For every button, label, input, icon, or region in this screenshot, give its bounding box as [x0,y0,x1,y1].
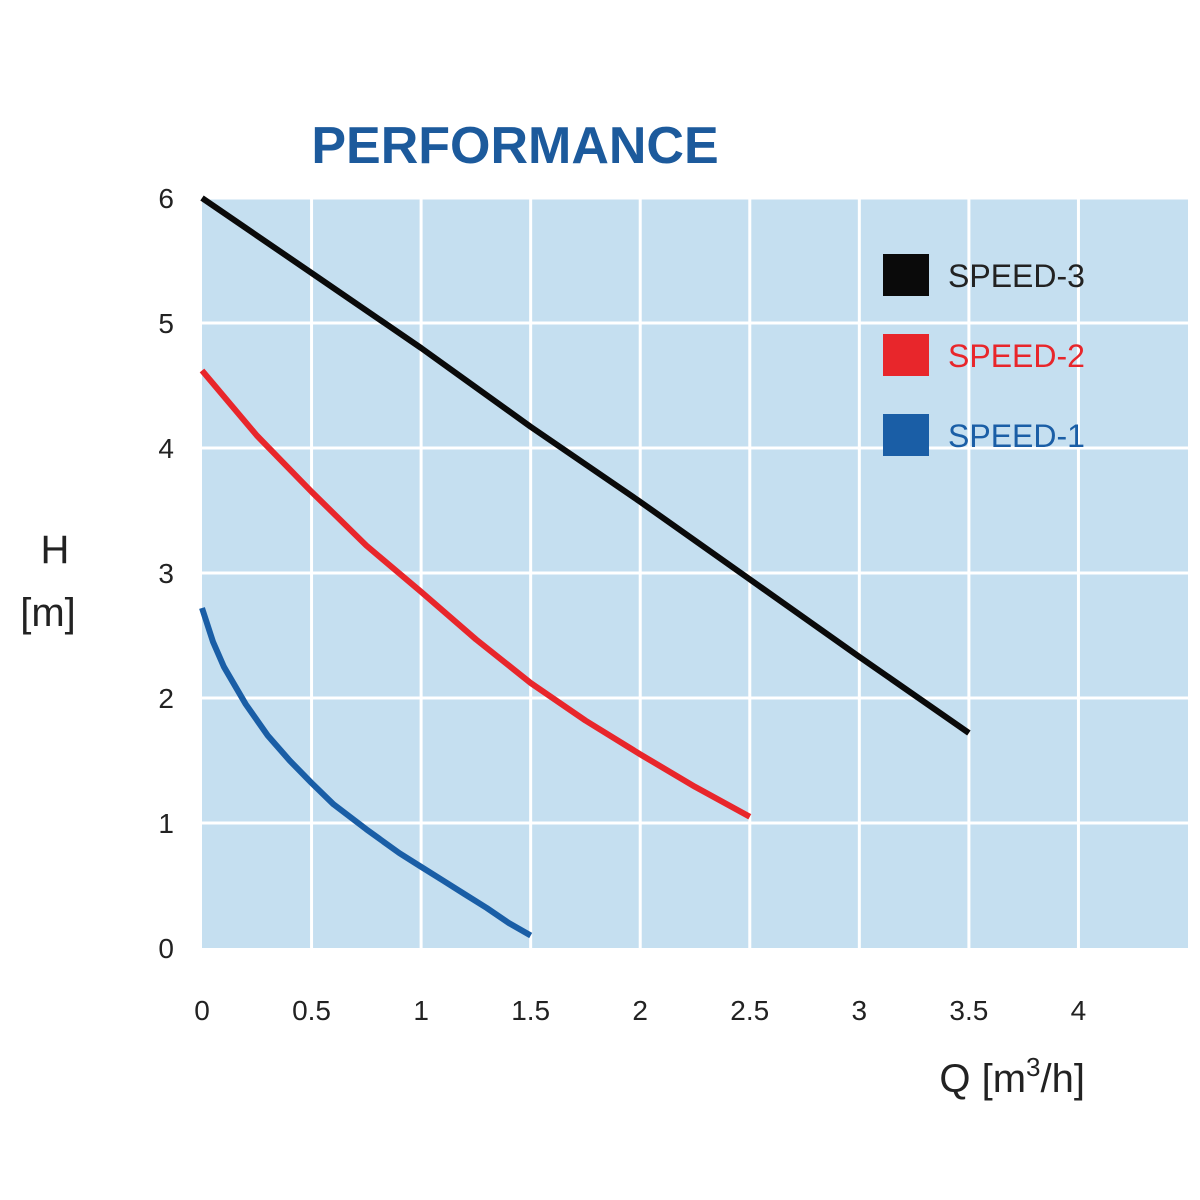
y-tick-label: 5 [158,308,174,339]
legend-swatch-speed-3 [883,254,929,296]
x-tick-label: 3 [852,995,868,1026]
x-tick-label: 1 [413,995,429,1026]
x-tick-label: 0.5 [292,995,331,1026]
x-tick-label: 2 [632,995,648,1026]
series-line-speed-2 [199,368,752,820]
x-axis-label-main: Q [m [939,1057,1026,1101]
legend-label-speed-3: SPEED-3 [948,258,1085,294]
y-tick-label: 6 [158,183,174,214]
x-tick-label: 1.5 [511,995,550,1026]
y-tick-label: 4 [158,433,174,464]
x-axis-label-end: /h] [1041,1057,1085,1101]
series-line-speed-1 [199,607,533,939]
y-tick-label: 1 [158,808,174,839]
legend-label-speed-1: SPEED-1 [948,418,1085,454]
x-axis-label: Q [m3/h] [939,1052,1085,1101]
y-tick-label: 0 [158,933,174,964]
y-axis-label-line1: H [41,528,70,572]
legend: SPEED-3 SPEED-2 SPEED-1 [883,254,1085,456]
series-line-speed-3 [200,195,971,736]
legend-swatch-speed-1 [883,414,929,456]
x-tick-label: 4 [1071,995,1087,1026]
y-tick-label: 3 [158,558,174,589]
x-tick-label: 3.5 [949,995,988,1026]
y-axis-label-line2: [m] [20,591,76,635]
grid [202,196,1188,948]
legend-label-speed-2: SPEED-2 [948,338,1085,374]
x-tick-label: 0 [194,995,210,1026]
y-tick-labels: 0 1 2 3 4 5 6 [158,183,174,964]
x-tick-label: 2.5 [730,995,769,1026]
x-tick-labels: 0 0.5 1 1.5 2 2.5 3 3.5 4 [194,995,1086,1026]
chart-title: PERFORMANCE [311,117,718,175]
x-axis-label-superscript: 3 [1026,1052,1040,1082]
y-tick-label: 2 [158,683,174,714]
legend-swatch-speed-2 [883,334,929,376]
series-lines [199,195,971,939]
